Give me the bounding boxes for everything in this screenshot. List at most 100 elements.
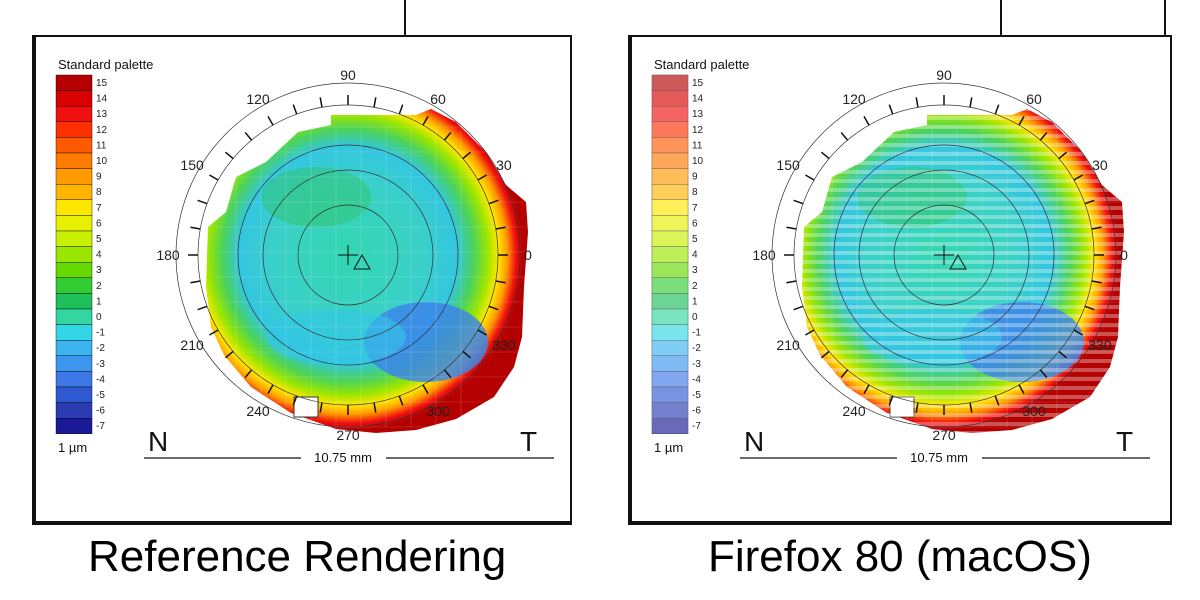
palette-value: -4 [692,374,701,385]
right-map-frame: Standard palette 15 14 13 12 11 10 9 8 7 6 5 4 3 2 1 0 -1… [628,35,1172,525]
palette-value: -4 [96,374,105,385]
angle-label: 270 [932,427,956,443]
render-stripe [797,260,1132,264]
nasal-label: N [148,426,168,457]
palette-swatch [55,152,93,169]
palette-swatch [55,183,93,200]
palette-value: 15 [692,78,704,89]
angle-tick [197,305,208,311]
palette-swatch [55,215,93,232]
palette-swatch [55,371,93,388]
palette-value: 15 [96,78,108,89]
angle-tick [786,280,797,284]
angle-label: 330 [1088,337,1112,353]
angle-tick [1073,174,1083,181]
palette-value: 9 [96,172,102,183]
angle-tick [398,395,404,406]
right-frame-top-tick [1000,0,1002,36]
angle-label: 150 [180,157,204,173]
angle-tick [443,369,452,379]
render-stripe [797,296,1132,300]
angle-label: 0 [1120,247,1128,263]
unit-label: 1 µm [58,440,87,455]
angle-tick [462,151,472,160]
palette-value: 8 [96,187,102,198]
render-stripe [797,305,1132,309]
palette-value: -3 [692,359,701,370]
palette-value: -1 [96,328,105,339]
palette-value: 3 [692,265,698,276]
render-stripe [797,152,1132,156]
render-stripe [797,314,1132,318]
angle-tick [292,104,298,115]
angle-tick [1084,199,1095,205]
angle-label: 120 [246,91,270,107]
angle-tick [267,384,274,394]
render-stripe [797,197,1132,201]
palette-value: -7 [692,421,701,432]
angle-label: 30 [1092,157,1108,173]
angle-tick [1039,131,1048,141]
render-stripe [797,422,1132,426]
angle-tick [1073,329,1083,336]
angle-tick [863,116,870,126]
angle-tick [319,402,323,413]
render-stripe [797,215,1132,219]
angle-tick [793,305,804,311]
mid-region [862,309,1002,365]
angle-tick [224,350,234,359]
angle-label: 180 [156,247,180,263]
palette-value: 5 [96,234,102,245]
apex-marker [353,253,371,270]
angle-tick [373,97,377,108]
caption-firefox: Firefox 80 (macOS) [708,532,1092,581]
angle-tick [820,151,830,160]
render-stripe [797,233,1132,237]
left-map-frame: Standard palette 15 14 13 12 11 10 9 8 7 6 5 4 3 2 1 0 -1… [32,35,572,525]
render-stripe [797,125,1132,129]
angle-tick [197,199,208,205]
palette-value: -7 [96,421,105,432]
angle-tick [267,116,274,126]
map-ring [262,169,434,341]
corneal-map [206,109,528,433]
map-ring [771,82,1117,428]
palette-swatch [55,230,93,247]
map-ring [833,144,1055,366]
angle-tick [292,395,298,406]
map-ring [858,169,1030,341]
angle-tick [888,104,894,115]
render-stripe [797,359,1132,363]
angle-tick [319,97,323,108]
angle-tick [209,329,219,336]
palette-value: -3 [96,359,105,370]
angle-tick [888,395,894,406]
render-stripe [797,107,1132,111]
map-ring [237,144,459,366]
angle-tick [477,329,487,336]
palette-value: -5 [96,390,105,401]
palette-value: 4 [96,250,102,261]
angle-tick [190,226,201,230]
angle-tick [863,384,870,394]
angle-label: 240 [842,403,866,419]
palette-value: 11 [692,140,703,151]
palette-swatch [55,402,93,419]
palette-value: -1 [692,328,701,339]
angle-label: 150 [776,157,800,173]
palette-swatch [55,74,93,91]
palette-value: 6 [96,218,102,229]
palette-swatch [55,90,93,107]
render-stripe [797,269,1132,273]
palette-title: Standard palette [58,57,153,72]
angle-tick [244,131,253,141]
palette-swatch [55,199,93,216]
angle-tick [495,226,506,230]
scale-bar-label: 10.75 mm [910,450,968,465]
render-stripe [797,134,1132,138]
caption-reference: Reference Rendering [88,532,507,581]
render-stripe [797,341,1132,345]
angle-tick [1058,151,1068,160]
angle-tick [793,199,804,205]
render-stripe [797,323,1132,327]
